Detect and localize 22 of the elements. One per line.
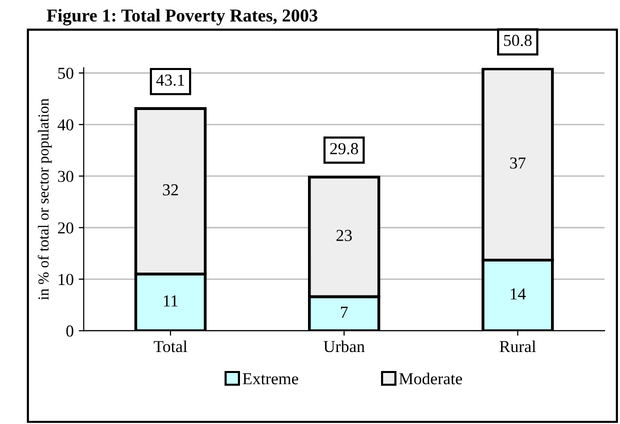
y-tick-label: 50 (58, 68, 74, 79)
legend-label: Extreme (242, 373, 298, 384)
y-tick-label: 10 (58, 274, 74, 286)
y-axis-title: in % of total or sector population (38, 98, 52, 300)
total-label: 29.8 (330, 143, 358, 154)
legend-label: Moderate (399, 372, 462, 384)
data-label: 11 (164, 295, 178, 306)
total-label: 50.8 (504, 34, 532, 46)
data-label: 23 (336, 230, 352, 242)
data-label: 32 (162, 184, 178, 196)
chart-title: Figure 1: Total Poverty Rates, 2003 (46, 8, 318, 26)
y-tick-label: 0 (66, 325, 74, 337)
total-label: 43.1 (156, 74, 184, 86)
y-tick-label: 20 (58, 222, 74, 234)
x-tick-label: Rural (500, 340, 536, 352)
data-label: 14 (510, 288, 526, 300)
y-tick-label: 40 (58, 119, 74, 130)
x-tick-label: Total (154, 340, 188, 352)
y-tick-label: 30 (58, 170, 74, 182)
data-label: 7 (341, 306, 348, 318)
x-tick-label: Urban (324, 340, 365, 352)
data-label: 37 (510, 157, 526, 169)
